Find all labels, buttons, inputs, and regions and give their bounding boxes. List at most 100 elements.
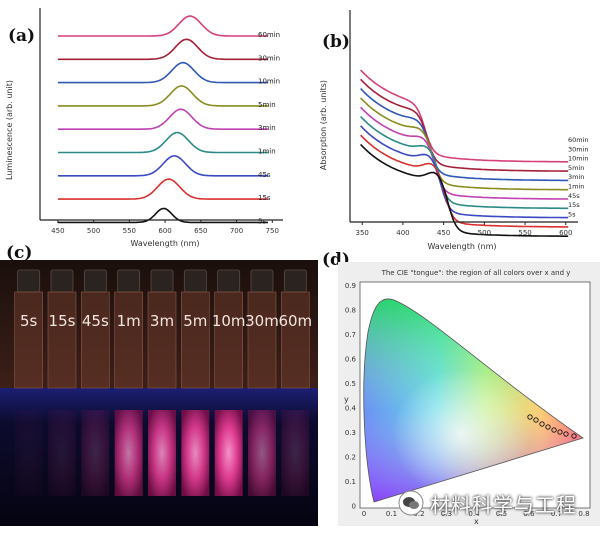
series-label: 10min — [258, 78, 280, 86]
series-line-30min — [360, 78, 569, 172]
photoluminescence-chart: 60min 30min 10min 5min 3min 1min 45s 15s 5s 450 5… — [5, 8, 283, 248]
vial-45s: 45s — [81, 269, 110, 496]
vial-glow — [148, 410, 176, 496]
y-axis-label: y — [344, 395, 349, 404]
x-axis-label: x — [474, 517, 479, 526]
y-tick-label: 0.1 — [345, 478, 356, 486]
watermark-text: 材料科学与工程 — [430, 492, 577, 517]
series-line-45s — [360, 125, 569, 219]
series-label: 1min — [568, 183, 584, 191]
series-line-5min — [360, 97, 569, 191]
cie-point — [527, 414, 533, 420]
cie-point — [551, 427, 557, 433]
y-tick-label: 0.4 — [345, 405, 357, 413]
x-tick-label: 0.6 — [523, 510, 535, 518]
series-label: 10min — [568, 155, 589, 163]
y-tick-label: 0.8 — [345, 307, 356, 315]
series-label: 60min — [568, 136, 589, 144]
series-line-45s — [57, 154, 268, 177]
x-axis-label: Wavelength (nm) — [130, 239, 199, 248]
x-axis-label: Wavelength (nm) — [427, 242, 496, 251]
x-tick-label: 450 — [51, 227, 64, 235]
series-line-5min — [57, 85, 268, 107]
x-tick-label: 0.4 — [468, 510, 480, 518]
series-label: 15s — [568, 201, 580, 209]
x-tick-label: 500 — [478, 229, 491, 237]
series-line-3min — [57, 108, 268, 130]
x-tick-label: 350 — [356, 229, 369, 237]
series-line-15s — [57, 178, 268, 200]
y-axis-label: Luminescence (arb. unit) — [5, 80, 14, 180]
series-label: 5min — [568, 164, 584, 172]
series-label: 5min — [258, 101, 276, 109]
vial-label: 5s — [20, 312, 38, 330]
wechat-icon — [398, 490, 424, 516]
series-label: 15s — [258, 194, 271, 202]
vial-glow — [114, 410, 143, 496]
series-label: 1min — [258, 148, 276, 156]
series-line-30min — [57, 38, 268, 61]
x-tick-label: 750 — [266, 227, 279, 235]
vial-30m: 30m — [245, 269, 279, 496]
y-tick-label: 0.6 — [345, 356, 357, 364]
x-tick-label: 650 — [194, 227, 207, 235]
vial-5s: 5s — [14, 269, 43, 496]
cie-coordinate-points — [527, 414, 577, 439]
vial-label: 3m — [150, 312, 174, 330]
x-tick-label: 700 — [230, 227, 243, 235]
cie-point — [539, 421, 545, 427]
x-tick-label: 0.2 — [413, 510, 424, 518]
cie-point — [545, 424, 551, 430]
vial-label: 45s — [82, 312, 109, 330]
x-tick-label: 600 — [559, 229, 572, 237]
x-tick-label: 450 — [437, 229, 450, 237]
vial-glow — [281, 410, 310, 496]
y-tick-label: 0.2 — [345, 454, 356, 462]
series-line-5s — [360, 143, 569, 237]
vial-glow — [214, 410, 243, 496]
series-label: 30min — [258, 54, 280, 62]
series-label: 45s — [258, 171, 271, 179]
series-label: 5s — [258, 217, 266, 225]
y-tick-label: 0.9 — [345, 282, 356, 290]
vial-glow — [14, 410, 43, 496]
series-line-10min — [57, 61, 268, 84]
vial-label: 10m — [212, 312, 246, 330]
panel-a-label: (a) — [8, 26, 36, 46]
cie-point — [563, 431, 569, 437]
x-tick-label: 0.5 — [496, 510, 507, 518]
x-tick-label: 0.8 — [578, 510, 589, 518]
series-line-60min — [57, 15, 268, 37]
y-tick-label: 0.7 — [345, 331, 356, 339]
series-line-5s — [57, 207, 268, 224]
series-line-3min — [360, 106, 569, 200]
vial-label: 5m — [183, 312, 207, 330]
vial-glow — [248, 410, 276, 496]
series-line-60min — [360, 69, 569, 163]
cie-diagram: The CIE "tongue": the region of all colo… — [338, 262, 600, 526]
series-label: 45s — [568, 192, 580, 200]
series-line-15s — [360, 134, 569, 228]
vial-label: 30m — [245, 312, 279, 330]
x-tick-label: 0.7 — [551, 510, 562, 518]
x-tick-label: 500 — [87, 227, 100, 235]
vial-3m: 3m — [147, 269, 177, 496]
vial-label: 60m — [278, 312, 312, 330]
series-label: 3min — [568, 173, 584, 181]
y-tick-label: 0.5 — [345, 380, 356, 388]
series-line-1min — [57, 131, 268, 154]
vial-glow — [181, 410, 210, 496]
vial-glow — [81, 410, 110, 496]
series-label: 3min — [258, 124, 276, 132]
x-tick-label: 550 — [518, 229, 531, 237]
vial-label: 15s — [49, 312, 76, 330]
series-line-1min — [360, 115, 569, 210]
series-label: 5s — [568, 210, 576, 218]
y-axis-label: Absorption (arb. units) — [319, 80, 328, 170]
vial-1m: 1m — [114, 269, 143, 496]
vial-glow — [48, 410, 76, 496]
x-tick-label: 0 — [362, 510, 366, 518]
vial-15s: 15s — [47, 269, 77, 496]
y-tick-label: 0 — [352, 503, 356, 511]
